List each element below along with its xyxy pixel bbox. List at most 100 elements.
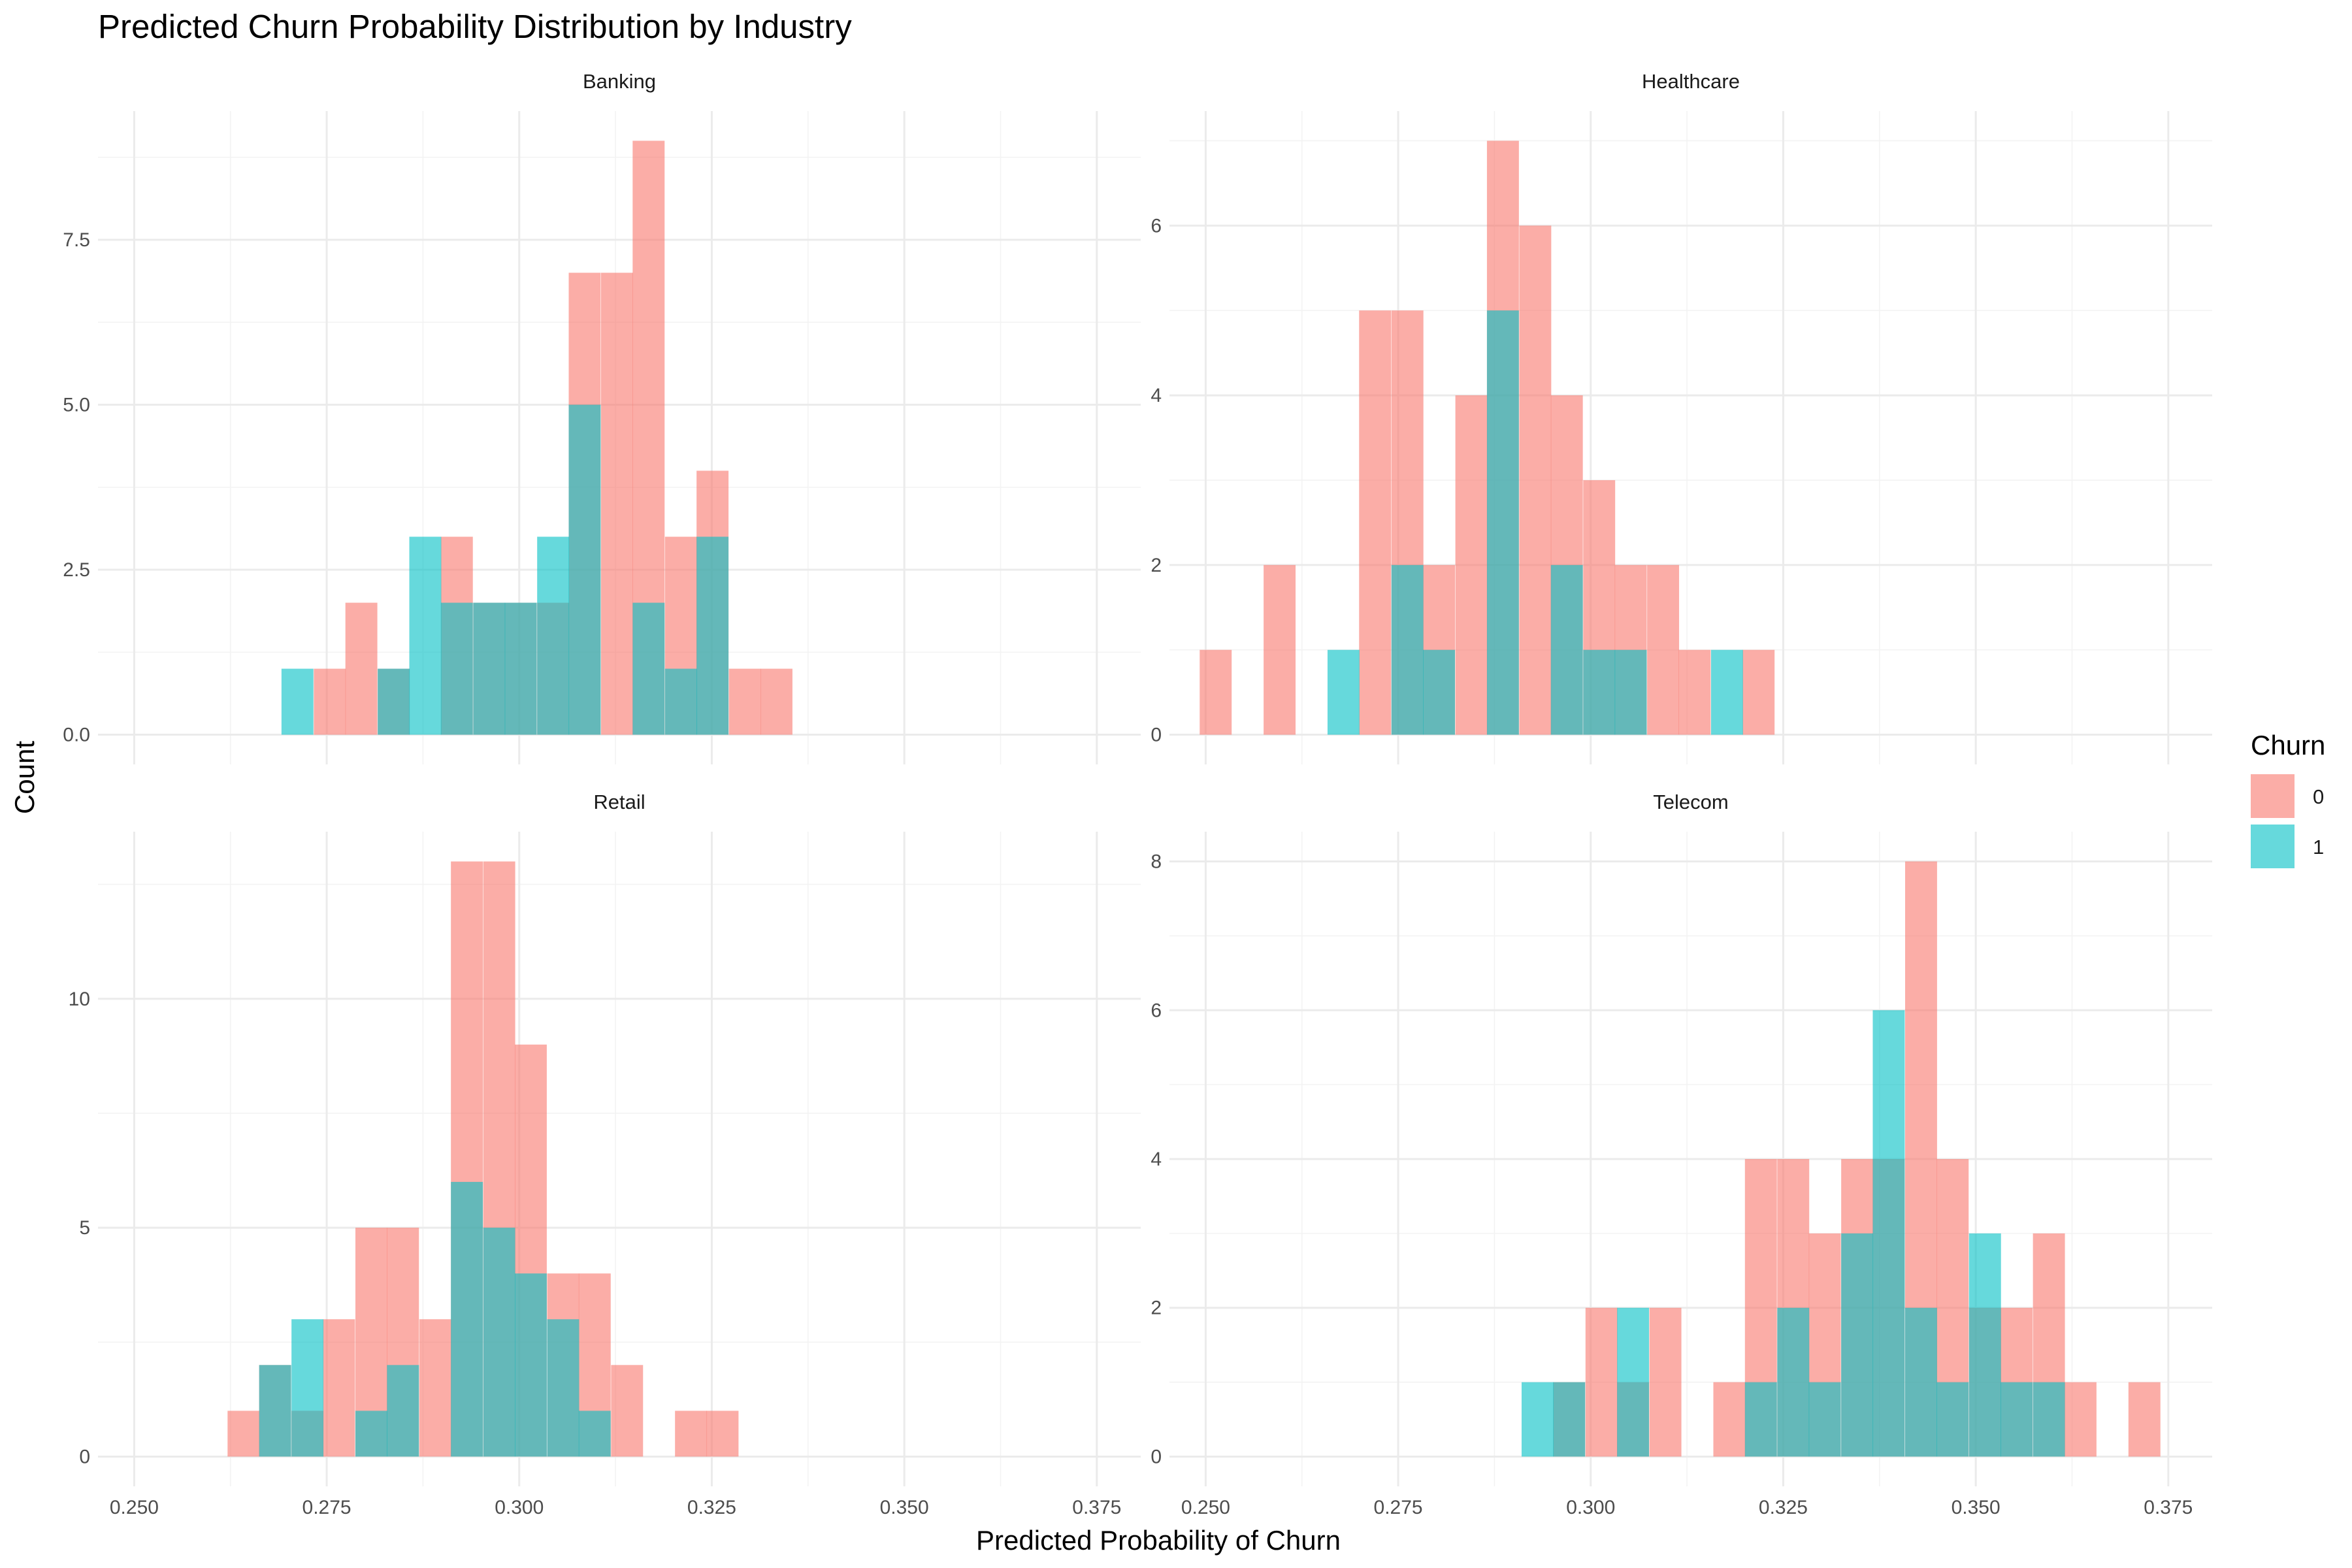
y-tick-label: 7.5 — [63, 229, 90, 251]
histogram-bar-churn-1 — [2033, 1382, 2065, 1457]
y-tick-label: 0.0 — [63, 725, 90, 746]
histogram-bar-churn-1 — [1904, 1307, 1937, 1457]
x-tick-label: 0.275 — [1374, 1497, 1423, 1518]
histogram-bar-churn-1 — [473, 602, 506, 735]
histogram-bar-churn-0 — [2128, 1382, 2161, 1457]
histogram-bar-churn-1 — [1423, 649, 1456, 735]
histogram-bar-churn-1 — [1710, 649, 1743, 735]
facet-strip-label: Banking — [583, 70, 656, 93]
histogram-bar-churn-1 — [1327, 649, 1360, 735]
histogram-bar-churn-1 — [1583, 649, 1616, 735]
histogram-bar-churn-1 — [568, 404, 601, 735]
x-tick-label: 0.350 — [1952, 1497, 2001, 1518]
y-axis-title: Count — [9, 741, 40, 814]
histogram-bar-churn-1 — [1872, 1010, 1905, 1457]
x-axis-title: Predicted Probability of Churn — [976, 1525, 1341, 1556]
histogram-bar-churn-1 — [1553, 1382, 1586, 1457]
legend-label-churn-1: 1 — [2313, 836, 2324, 858]
legend-key-churn-0 — [2251, 774, 2295, 818]
histogram-bar-churn-1 — [2001, 1382, 2033, 1457]
histogram-bar-churn-1 — [504, 602, 537, 735]
histogram-bar-churn-1 — [1521, 1382, 1554, 1457]
histogram-bar-churn-0 — [314, 668, 346, 735]
y-tick-label: 5.0 — [63, 394, 90, 416]
histogram-bar-churn-1 — [1841, 1233, 1874, 1457]
y-tick-label: 10 — [69, 988, 90, 1010]
histogram-bar-churn-0 — [1585, 1307, 1618, 1457]
facet-panel-retail: Retail 0 5 10 0.250 0.275 0.300 0.325 0.350 0.375 — [69, 791, 1141, 1518]
facet-strip-label: Telecom — [1653, 791, 1728, 813]
histogram-bar-churn-0 — [1742, 649, 1775, 735]
histogram-bar-churn-0 — [601, 272, 633, 735]
histogram-bar-churn-1 — [1614, 649, 1647, 735]
y-tick-label: 6 — [1151, 215, 1162, 237]
histogram-bar-churn-1 — [1968, 1233, 2001, 1457]
histogram-bar-churn-1 — [451, 1182, 483, 1457]
histogram-bar-churn-1 — [378, 668, 410, 735]
legend: Churn 0 1 — [2251, 730, 2325, 868]
x-tick-label: 0.275 — [302, 1497, 351, 1518]
histogram-bar-churn-1 — [578, 1411, 611, 1457]
histogram-bar-churn-0 — [323, 1319, 355, 1457]
histogram-bar-churn-1 — [537, 536, 570, 735]
y-tick-label: 2 — [1151, 1298, 1162, 1319]
histogram-bar-churn-1 — [291, 1319, 324, 1457]
histogram-bar-churn-1 — [483, 1228, 515, 1457]
x-tick-label: 0.375 — [1072, 1497, 1121, 1518]
histogram-bar-churn-0 — [345, 602, 378, 735]
histogram-bar-churn-1 — [1744, 1382, 1777, 1457]
x-tick-label: 0.250 — [110, 1497, 159, 1518]
x-tick-label: 0.250 — [1181, 1497, 1230, 1518]
histogram-bar-churn-1 — [1808, 1382, 1841, 1457]
histogram-bar-churn-1 — [1550, 564, 1583, 735]
histogram-bar-churn-0 — [1678, 649, 1711, 735]
histogram-bar-churn-1 — [664, 668, 697, 735]
histogram-bar-churn-0 — [1647, 564, 1680, 735]
y-tick-label: 2.5 — [63, 559, 90, 581]
histogram-bar-churn-1 — [1391, 564, 1424, 735]
histogram-bar-churn-1 — [1486, 310, 1519, 735]
histogram-bar-churn-1 — [281, 668, 314, 735]
histogram-bar-churn-0 — [419, 1319, 451, 1457]
histogram-bar-churn-1 — [1777, 1307, 1810, 1457]
x-tick-label: 0.325 — [687, 1497, 736, 1518]
histogram-bar-churn-1 — [355, 1411, 387, 1457]
facet-panel-banking: Banking 0.0 2.5 5.0 7.5 — [63, 70, 1141, 764]
histogram-bar-churn-1 — [1617, 1307, 1650, 1457]
histogram-bar-churn-1 — [1936, 1382, 1969, 1457]
histogram-bar-churn-1 — [632, 602, 665, 735]
histogram-bar-churn-0 — [227, 1411, 260, 1457]
y-tick-label: 0 — [1151, 1446, 1162, 1467]
y-tick-label: 8 — [1151, 851, 1162, 873]
histogram-bar-churn-1 — [259, 1365, 291, 1457]
histogram-bar-churn-1 — [514, 1273, 547, 1457]
histogram-bar-churn-0 — [1359, 310, 1392, 735]
y-tick-label: 4 — [1151, 385, 1162, 406]
facet-strip-label: Retail — [593, 791, 645, 813]
facet-strip-label: Healthcare — [1642, 70, 1740, 93]
chart-title: Predicted Churn Probability Distribution… — [98, 8, 852, 45]
legend-label-churn-0: 0 — [2313, 785, 2324, 808]
y-tick-label: 0 — [1151, 725, 1162, 746]
x-tick-label: 0.350 — [880, 1497, 929, 1518]
histogram-bar-churn-0 — [675, 1411, 708, 1457]
histogram-bar-churn-0 — [1264, 564, 1296, 735]
histogram-bar-churn-0 — [1713, 1382, 1746, 1457]
x-tick-label: 0.300 — [495, 1497, 544, 1518]
y-tick-label: 2 — [1151, 555, 1162, 576]
histogram-bar-churn-0 — [706, 1411, 739, 1457]
x-tick-label: 0.325 — [1759, 1497, 1808, 1518]
histogram-bar-churn-0 — [2064, 1382, 2097, 1457]
y-tick-label: 0 — [79, 1446, 90, 1467]
x-tick-label: 0.375 — [2144, 1497, 2193, 1518]
histogram-bar-churn-1 — [547, 1319, 580, 1457]
histogram-bar-churn-1 — [440, 602, 473, 735]
histogram-bar-churn-1 — [387, 1365, 419, 1457]
histogram-bar-churn-0 — [1200, 649, 1232, 735]
histogram-bar-churn-1 — [696, 536, 729, 735]
facet-panel-healthcare: Healthcare 0 2 4 6 — [1151, 70, 2212, 764]
y-tick-label: 6 — [1151, 1000, 1162, 1021]
y-tick-label: 4 — [1151, 1149, 1162, 1170]
histogram-bar-churn-0 — [1455, 395, 1488, 735]
histogram-bar-churn-0 — [728, 668, 761, 735]
